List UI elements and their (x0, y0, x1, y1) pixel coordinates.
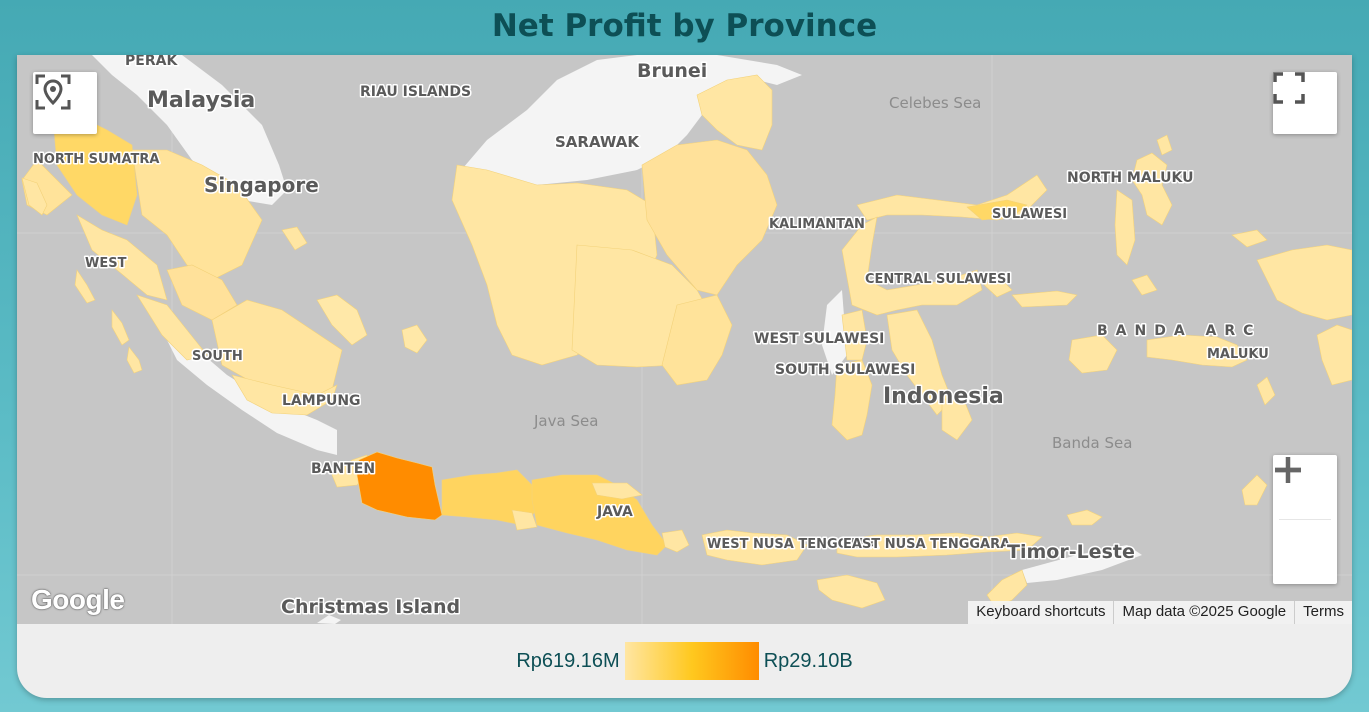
locate-button[interactable] (33, 72, 97, 134)
island-halmahera-south (1114, 189, 1136, 266)
province-jambi (166, 264, 238, 321)
island-sula (1011, 290, 1078, 308)
province-lampung (231, 374, 338, 416)
island-aceh-west (21, 177, 48, 216)
svg-text:PERAK: PERAK (125, 55, 178, 69)
svg-text:Celebes Sea: Celebes Sea (889, 94, 981, 112)
svg-text:Timor-Leste: Timor-Leste (1007, 541, 1135, 563)
svg-text:Java Sea: Java Sea (533, 412, 598, 430)
island-seram-east (1131, 274, 1158, 296)
zoom-out-button[interactable] (1273, 467, 1337, 584)
province-gorontalo (966, 199, 1028, 221)
island-papua-small-1 (1231, 229, 1268, 248)
island-morotai (1156, 134, 1173, 156)
island-buton (941, 394, 973, 441)
svg-text:NORTH SUMATRA: NORTH SUMATRA (33, 152, 159, 167)
island-kai (1256, 376, 1276, 406)
province-east-kalimantan (641, 139, 778, 296)
province-east-java (531, 474, 668, 556)
province-bengkulu (136, 294, 208, 361)
svg-text:Christmas Island: Christmas Island (281, 596, 460, 618)
christmas-island (317, 615, 341, 624)
page-title: Net Profit by Province (491, 8, 878, 44)
island-belitung (401, 324, 428, 354)
svg-text:SULAWESI: SULAWESI (992, 207, 1067, 222)
island-tanimbar (1241, 474, 1268, 506)
terms-link[interactable]: Terms (1294, 601, 1352, 624)
svg-text:EAST NUSA TENGGARA: EAST NUSA TENGGARA (843, 537, 1010, 552)
zoom-control (1273, 455, 1337, 584)
province-bangka-belitung (316, 294, 368, 346)
svg-text:SOUTH SULAWESI: SOUTH SULAWESI (775, 362, 915, 378)
province-riau (131, 149, 263, 281)
island-aru (1316, 324, 1352, 386)
timor-leste (1022, 545, 1142, 583)
island-buru (1068, 334, 1118, 374)
svg-text:MALUKU: MALUKU (1207, 347, 1269, 362)
province-north-maluku (1131, 152, 1173, 226)
map-attribution: Keyboard shortcuts Map data ©2025 Google… (968, 601, 1352, 624)
legend-max-label: Rp29.10B (763, 649, 853, 672)
province-north-kalimantan (696, 74, 773, 151)
province-south-sulawesi (831, 359, 873, 441)
peninsular-malaysia (92, 55, 287, 205)
island-siberut (111, 309, 130, 346)
keyboard-shortcuts-link[interactable]: Keyboard shortcuts (968, 601, 1114, 624)
province-west-nusa-tenggara (701, 529, 808, 566)
island-sumba (816, 574, 886, 609)
legend-gradient-bar (624, 642, 759, 680)
svg-text:CENTRAL SULAWESI: CENTRAL SULAWESI (865, 272, 1011, 287)
fullscreen-icon (1273, 72, 1305, 104)
island-nias (74, 269, 96, 304)
svg-text:Indonesia: Indonesia (883, 384, 1004, 409)
province-central-sulawesi (841, 216, 983, 316)
map-data-text: Map data ©2025 Google (1113, 601, 1295, 624)
island-mentawai (126, 346, 143, 374)
svg-text:SOUTH: SOUTH (192, 349, 243, 364)
svg-text:LAMPUNG: LAMPUNG (282, 393, 361, 409)
province-west-sumatra (76, 214, 168, 301)
map-canvas: PERAK Malaysia RIAU ISLANDS Brunei SARAW… (17, 55, 1352, 624)
fullscreen-button[interactable] (1273, 72, 1337, 134)
zoom-divider (1279, 519, 1331, 520)
google-logo[interactable]: Google (31, 584, 125, 615)
svg-text:BANDA ARC: BANDA ARC (1097, 323, 1261, 339)
svg-text:SARAWAK: SARAWAK (555, 133, 640, 151)
province-maluku (1146, 334, 1248, 368)
sulawesi-north-west-coast (822, 290, 847, 375)
svg-text:BANTEN: BANTEN (311, 461, 375, 477)
province-south-sumatra (211, 299, 343, 401)
island-madura (591, 482, 643, 500)
svg-text:JAVA: JAVA (596, 504, 633, 520)
svg-text:WEST: WEST (85, 256, 127, 271)
color-legend: Rp619.16M Rp29.10B (17, 624, 1352, 698)
minus-icon (1275, 467, 1301, 473)
map-card: PERAK Malaysia RIAU ISLANDS Brunei SARAW… (17, 55, 1352, 698)
svg-text:RIAU ISLANDS: RIAU ISLANDS (360, 84, 471, 100)
province-bali (661, 529, 690, 553)
province-south-kalimantan (661, 294, 733, 386)
province-west-papua (1256, 244, 1352, 321)
province-west-sulawesi (841, 309, 868, 361)
svg-text:NORTH MALUKU: NORTH MALUKU (1067, 170, 1193, 186)
map-view[interactable]: PERAK Malaysia RIAU ISLANDS Brunei SARAW… (17, 55, 1352, 624)
svg-text:WEST NUSA TENGGARA: WEST NUSA TENGGARA (707, 537, 878, 552)
legend-min-label: Rp619.16M (516, 649, 620, 672)
provinces (21, 74, 1352, 609)
svg-text:Singapore: Singapore (204, 173, 319, 197)
svg-text:KALIMANTAN: KALIMANTAN (769, 217, 865, 232)
svg-text:Brunei: Brunei (637, 60, 707, 82)
island-riau-batam (281, 226, 308, 251)
svg-text:Banda Sea: Banda Sea (1052, 434, 1132, 452)
island-banggai (981, 279, 1013, 298)
svg-text:WEST SULAWESI: WEST SULAWESI (754, 331, 884, 347)
map-locate-icon (35, 74, 71, 110)
province-yogyakarta (511, 509, 538, 531)
map-labels: PERAK Malaysia RIAU ISLANDS Brunei SARAW… (32, 55, 1271, 620)
province-east-nusa-tenggara (836, 532, 1043, 558)
svg-text:Malaysia: Malaysia (147, 88, 255, 113)
island-flores-small (1066, 509, 1103, 526)
